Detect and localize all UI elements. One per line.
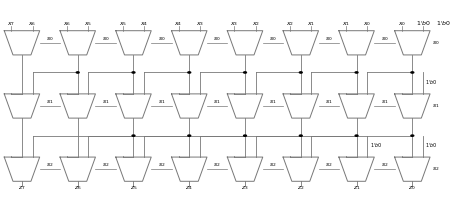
Text: $x_{2}$: $x_{2}$ bbox=[286, 20, 294, 28]
Text: $1'b0$: $1'b0$ bbox=[425, 79, 438, 87]
Circle shape bbox=[188, 135, 191, 136]
Text: $x_{3}$: $x_{3}$ bbox=[230, 20, 238, 28]
Circle shape bbox=[244, 72, 246, 73]
Text: $x_{1}$: $x_{1}$ bbox=[342, 20, 350, 28]
Circle shape bbox=[244, 135, 246, 136]
Text: $s_0$: $s_0$ bbox=[325, 35, 333, 43]
Text: $s_1$: $s_1$ bbox=[213, 98, 221, 106]
Text: $s_0$: $s_0$ bbox=[157, 35, 165, 43]
Text: $1'b0$: $1'b0$ bbox=[425, 142, 438, 151]
Text: $z_{2}$: $z_{2}$ bbox=[297, 184, 305, 192]
Circle shape bbox=[411, 72, 414, 73]
Circle shape bbox=[300, 135, 302, 136]
Text: $x_{6}$: $x_{6}$ bbox=[28, 20, 37, 28]
Text: $s_2$: $s_2$ bbox=[46, 162, 54, 169]
Text: $s_1$: $s_1$ bbox=[46, 98, 54, 106]
Circle shape bbox=[355, 72, 358, 73]
Text: $s_1$: $s_1$ bbox=[102, 98, 109, 106]
Text: $s_2$: $s_2$ bbox=[269, 162, 277, 169]
Text: $s_0$: $s_0$ bbox=[269, 35, 277, 43]
Text: $s_2$: $s_2$ bbox=[381, 162, 388, 169]
Text: $z_{0}$: $z_{0}$ bbox=[409, 184, 416, 192]
Text: $s_0$: $s_0$ bbox=[102, 35, 109, 43]
Text: $s_2$: $s_2$ bbox=[213, 162, 221, 169]
Text: $s_2$: $s_2$ bbox=[157, 162, 165, 169]
Text: $x_{5}$: $x_{5}$ bbox=[84, 20, 92, 28]
Text: $s_2$: $s_2$ bbox=[432, 165, 440, 173]
Text: $s_1$: $s_1$ bbox=[325, 98, 332, 106]
Text: $x_{0}$: $x_{0}$ bbox=[398, 20, 406, 28]
Circle shape bbox=[188, 72, 191, 73]
Text: $x_{2}$: $x_{2}$ bbox=[252, 20, 260, 28]
Text: $s_1$: $s_1$ bbox=[432, 102, 440, 110]
Text: $x_{4}$: $x_{4}$ bbox=[140, 20, 148, 28]
Text: $s_0$: $s_0$ bbox=[46, 35, 54, 43]
Text: $z_{3}$: $z_{3}$ bbox=[241, 184, 249, 192]
Text: $z_{4}$: $z_{4}$ bbox=[185, 184, 193, 192]
Text: $z_{7}$: $z_{7}$ bbox=[18, 184, 26, 192]
Text: $s_1$: $s_1$ bbox=[381, 98, 388, 106]
Text: $x_{3}$: $x_{3}$ bbox=[196, 20, 204, 28]
Circle shape bbox=[355, 135, 358, 136]
Circle shape bbox=[300, 72, 302, 73]
Text: $z_{1}$: $z_{1}$ bbox=[353, 184, 360, 192]
Text: $z_{5}$: $z_{5}$ bbox=[129, 184, 137, 192]
Text: $z_{6}$: $z_{6}$ bbox=[74, 184, 82, 192]
Text: $s_0$: $s_0$ bbox=[432, 39, 440, 47]
Circle shape bbox=[132, 135, 135, 136]
Text: $s_1$: $s_1$ bbox=[157, 98, 165, 106]
Text: $s_2$: $s_2$ bbox=[325, 162, 332, 169]
Text: $x_{6}$: $x_{6}$ bbox=[63, 20, 71, 28]
Text: $1'b0$: $1'b0$ bbox=[416, 19, 430, 28]
Text: $1'b0$: $1'b0$ bbox=[370, 142, 382, 151]
Text: $x_{4}$: $x_{4}$ bbox=[174, 20, 183, 28]
Text: $x_{1}$: $x_{1}$ bbox=[307, 20, 316, 28]
Text: $1'b0$: $1'b0$ bbox=[436, 19, 451, 28]
Text: $x_{5}$: $x_{5}$ bbox=[118, 20, 127, 28]
Text: $s_1$: $s_1$ bbox=[269, 98, 277, 106]
Circle shape bbox=[76, 72, 79, 73]
Text: $x_{0}$: $x_{0}$ bbox=[363, 20, 371, 28]
Text: $x_{7}$: $x_{7}$ bbox=[7, 20, 16, 28]
Text: $s_0$: $s_0$ bbox=[213, 35, 221, 43]
Circle shape bbox=[411, 135, 414, 136]
Circle shape bbox=[132, 72, 135, 73]
Text: $s_0$: $s_0$ bbox=[381, 35, 388, 43]
Text: $s_2$: $s_2$ bbox=[102, 162, 109, 169]
